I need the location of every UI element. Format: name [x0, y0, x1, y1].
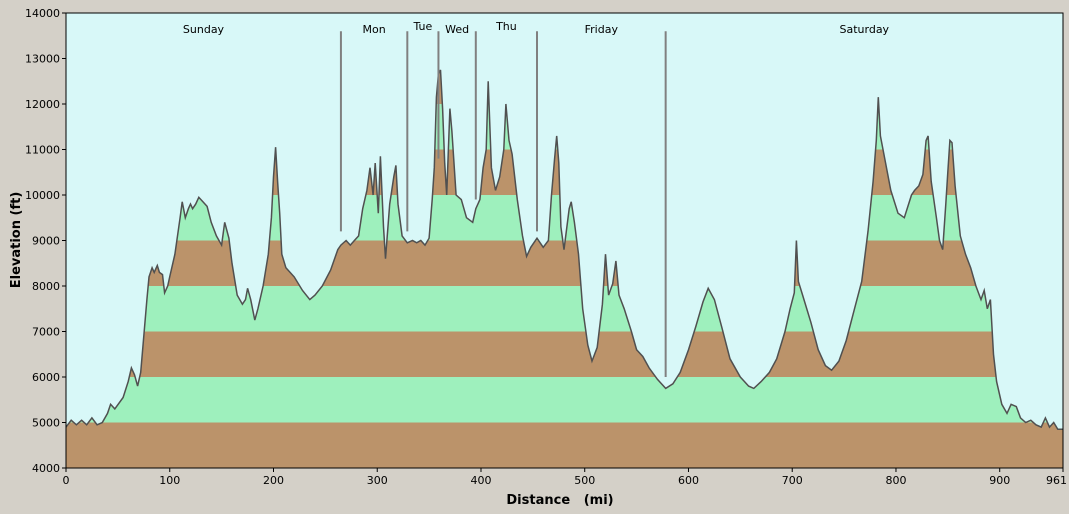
elevation-band [66, 331, 1063, 377]
x-tick-label: 500 [574, 474, 595, 487]
day-label: Sunday [183, 23, 225, 36]
day-label: Saturday [840, 23, 890, 36]
x-tick-label: 700 [782, 474, 803, 487]
day-markers [339, 31, 667, 377]
day-label: Wed [445, 23, 469, 36]
y-tick-label: 6000 [32, 371, 60, 384]
y-tick-label: 13000 [25, 53, 60, 66]
x-tick-label: 900 [989, 474, 1010, 487]
y-tick-label: 11000 [25, 144, 60, 157]
x-tick-label: 100 [159, 474, 180, 487]
x-tick-label: 961 [1046, 474, 1067, 487]
x-tick-label: 300 [367, 474, 388, 487]
day-label: Mon [362, 23, 385, 36]
day-label: Thu [495, 20, 517, 33]
day-label: Friday [585, 23, 619, 36]
x-tick-label: 200 [263, 474, 284, 487]
elevation-band [66, 377, 1063, 423]
x-tick-label: 0 [63, 474, 70, 487]
elevation-profile-line [65, 69, 1063, 431]
y-tick-label: 9000 [32, 235, 60, 248]
x-tick-label: 800 [885, 474, 906, 487]
y-tick-label: 12000 [25, 98, 60, 111]
x-tick-label: 600 [678, 474, 699, 487]
day-labels: Sunday Mon Tue Wed Thu Friday Saturday [183, 20, 890, 36]
elevation-band [66, 422, 1063, 468]
y-tick-label: 10000 [25, 189, 60, 202]
elevation-band [66, 286, 1063, 332]
y-axis-label: Elevation (ft) [9, 192, 24, 289]
y-tick-label: 7000 [32, 326, 60, 339]
y-axis-ticks: 4000 5000 6000 7000 8000 9000 10000 11000 12000 1… [25, 7, 66, 475]
y-tick-label: 8000 [32, 280, 60, 293]
x-axis-label: Distance (mi) [506, 493, 613, 508]
x-tick-label: 400 [470, 474, 491, 487]
day-label: Tue [413, 20, 433, 33]
y-tick-label: 4000 [32, 462, 60, 475]
x-axis-ticks: 0 100 200 300 400 500 600 700 800 900 961 [63, 468, 1067, 487]
y-tick-label: 5000 [32, 417, 60, 430]
y-tick-label: 14000 [25, 7, 60, 20]
